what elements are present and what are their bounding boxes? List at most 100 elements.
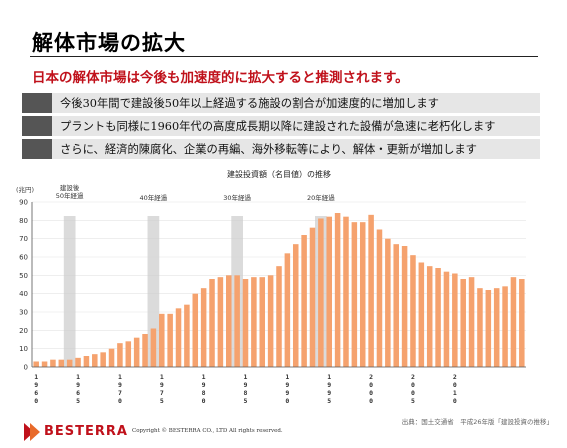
era-label: 20年経過 [307, 193, 335, 202]
bar [184, 304, 190, 367]
bar [66, 359, 73, 367]
bar [418, 262, 425, 367]
era-marker [63, 216, 76, 367]
bar [58, 359, 65, 367]
y-tick-label: 80 [19, 217, 28, 225]
bar [267, 275, 274, 367]
bar [125, 341, 132, 367]
bar [376, 229, 383, 367]
chart-title: 建設投資額（名目値）の推移 [227, 169, 331, 179]
bullet-text: 今後30年間で建設後50年以上経過する施設の割合が加速度的に増加します [60, 97, 439, 110]
bar [485, 290, 492, 367]
slide-subtitle: 日本の解体市場は今後も加速度的に拡大すると推測されます。 [32, 70, 409, 86]
bar [519, 279, 525, 367]
bar [401, 246, 408, 367]
era-label: 40年経過 [140, 193, 168, 202]
bar [192, 293, 199, 367]
bar [276, 266, 282, 367]
bar [259, 277, 266, 367]
bar [200, 288, 207, 367]
bar [142, 334, 148, 367]
bar [75, 357, 81, 367]
bullet-list: 今後30年間で建設後50年以上経過する施設の割合が加速度的に増加します プラント… [22, 93, 540, 162]
bar [251, 277, 257, 367]
bar [309, 227, 316, 367]
y-tick-label: 50 [19, 272, 28, 280]
era-label: 50年経過 [56, 191, 84, 200]
era-label: 建設後 [60, 183, 80, 192]
bar [318, 218, 324, 367]
source-note: 出典：国土交通省 平成26年版「建設投資の推移」 [401, 418, 553, 426]
bar [92, 354, 98, 367]
y-tick-label: 90 [19, 199, 28, 207]
bar [334, 213, 341, 367]
bullet-marker [22, 93, 52, 113]
bar [41, 361, 48, 367]
bar [175, 308, 182, 367]
bar [493, 288, 500, 367]
bullet-item: プラントも同様に1960年代の高度成長期以降に建設された設備が急速に老朽化します [22, 116, 540, 136]
bar [468, 277, 475, 367]
y-tick-label: 20 [19, 327, 28, 335]
bar [326, 216, 333, 367]
y-tick-label: 0 [24, 364, 28, 372]
bar [284, 253, 291, 367]
bar [133, 337, 140, 367]
bullet-item: 今後30年間で建設後50年以上経過する施設の割合が加速度的に増加します [22, 93, 540, 113]
construction-investment-chart: 建設投資額（名目値）の推移 (兆円) 0 10 20 30 40 50 60 70 80 90 建設後5… [16, 169, 526, 405]
bar [343, 216, 349, 367]
bullet-marker [22, 139, 52, 159]
footer: BESTERRA Copyright © BESTERRA CO., LTD A… [0, 416, 567, 448]
y-tick-label: 30 [19, 309, 28, 317]
bar [83, 356, 90, 367]
bar [292, 244, 299, 367]
y-tick-label: 40 [19, 290, 28, 298]
bar [100, 352, 106, 367]
bar [443, 271, 450, 367]
bar [242, 279, 249, 367]
besterra-logo-icon [24, 423, 40, 441]
bar [385, 238, 391, 367]
bar [351, 222, 358, 367]
bar [435, 268, 441, 367]
y-axis-label: (兆円) [16, 185, 34, 194]
bar [359, 222, 366, 367]
bar [50, 359, 56, 367]
bullet-text: プラントも同様に1960年代の高度成長期以降に建設された設備が急速に老朽化します [60, 120, 496, 133]
bar [159, 313, 165, 367]
bar [150, 328, 157, 367]
y-tick-label: 10 [19, 345, 28, 353]
bar [33, 361, 39, 367]
bar [225, 275, 232, 367]
bar [117, 343, 123, 367]
bar [410, 255, 416, 367]
copyright: Copyright © BESTERRA CO., LTD All rights… [132, 428, 283, 434]
bullet-marker [22, 116, 52, 136]
y-tick-label: 70 [19, 235, 28, 243]
era-marker [147, 216, 160, 367]
era-label: 30年経過 [223, 193, 251, 202]
bar [460, 279, 466, 367]
bar [452, 273, 458, 367]
bar [234, 275, 240, 367]
bar [502, 286, 508, 367]
bar [217, 277, 224, 367]
bar [426, 266, 433, 367]
y-tick-label: 60 [19, 254, 28, 262]
logo-text: BESTERRA [44, 424, 128, 439]
bar [167, 313, 173, 367]
bullet-item: さらに、経済的陳腐化、企業の再編、海外移転等により、解体・更新が増加します [22, 139, 540, 159]
bar [393, 244, 399, 367]
bar [477, 288, 483, 367]
bar [301, 235, 307, 367]
